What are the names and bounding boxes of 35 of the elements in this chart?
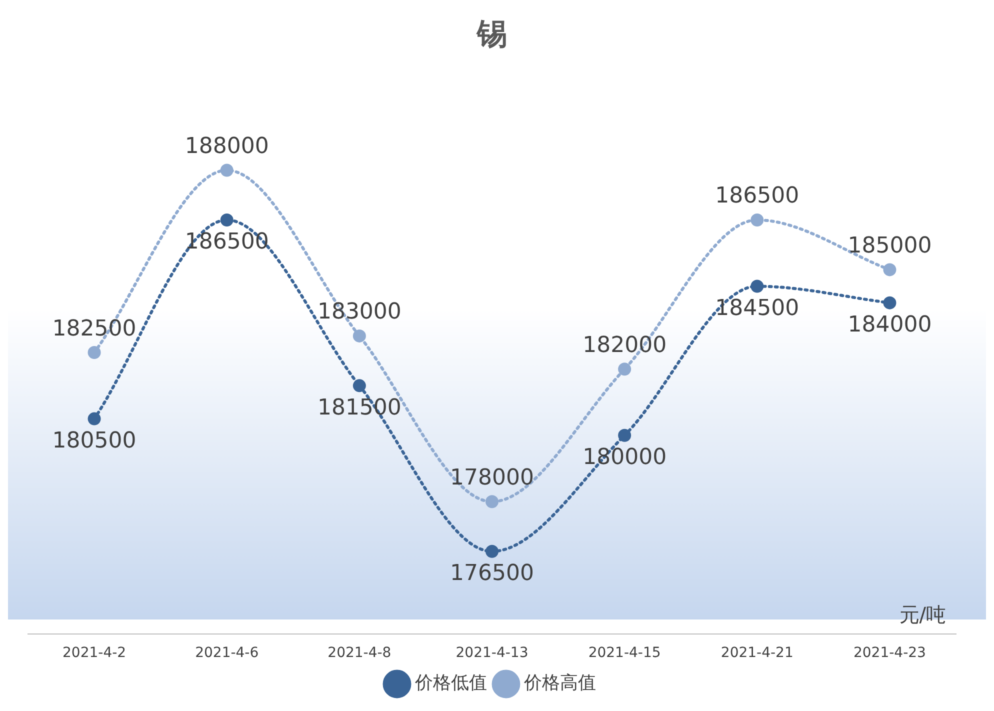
data-label: 184500: [715, 296, 800, 321]
point: [88, 412, 101, 426]
point: [750, 213, 764, 226]
point: [618, 428, 632, 442]
data-label: 184000: [848, 312, 932, 338]
text: 元/吨: [899, 602, 946, 626]
point: [88, 346, 101, 360]
point: [220, 213, 234, 226]
point: [352, 379, 366, 392]
data-label: 182000: [582, 332, 667, 358]
x-tick-label: 2021-4-13: [456, 645, 528, 662]
data-label: 188000: [184, 134, 269, 159]
data-label: 182500: [52, 316, 136, 342]
legend-label: 价格高值: [523, 672, 596, 694]
x-tick-label: 2021-4-21: [720, 645, 794, 662]
point: [883, 296, 896, 310]
data-label: 186500: [715, 184, 800, 209]
data-label: 176500: [450, 561, 534, 586]
point: [750, 280, 764, 293]
x-tick-label: 2021-4-8: [328, 645, 392, 662]
legend-label: 价格低值: [414, 672, 487, 694]
point: [220, 164, 234, 177]
x-tick-label: 2021-4-23: [853, 645, 926, 662]
x-tick-label: 2021-4-15: [588, 645, 661, 662]
x-tick-label: 2021-4-6: [195, 645, 259, 662]
chart-title: 锡: [476, 16, 507, 52]
data-label: 178000: [450, 465, 534, 490]
point: [486, 544, 498, 558]
point: [486, 495, 498, 508]
data-label: 185000: [848, 233, 932, 258]
point: [618, 362, 632, 376]
x-tick-label: 2021-4-2: [62, 645, 126, 662]
point: [352, 329, 366, 342]
point: [883, 263, 896, 276]
data-label: 180500: [52, 428, 136, 454]
